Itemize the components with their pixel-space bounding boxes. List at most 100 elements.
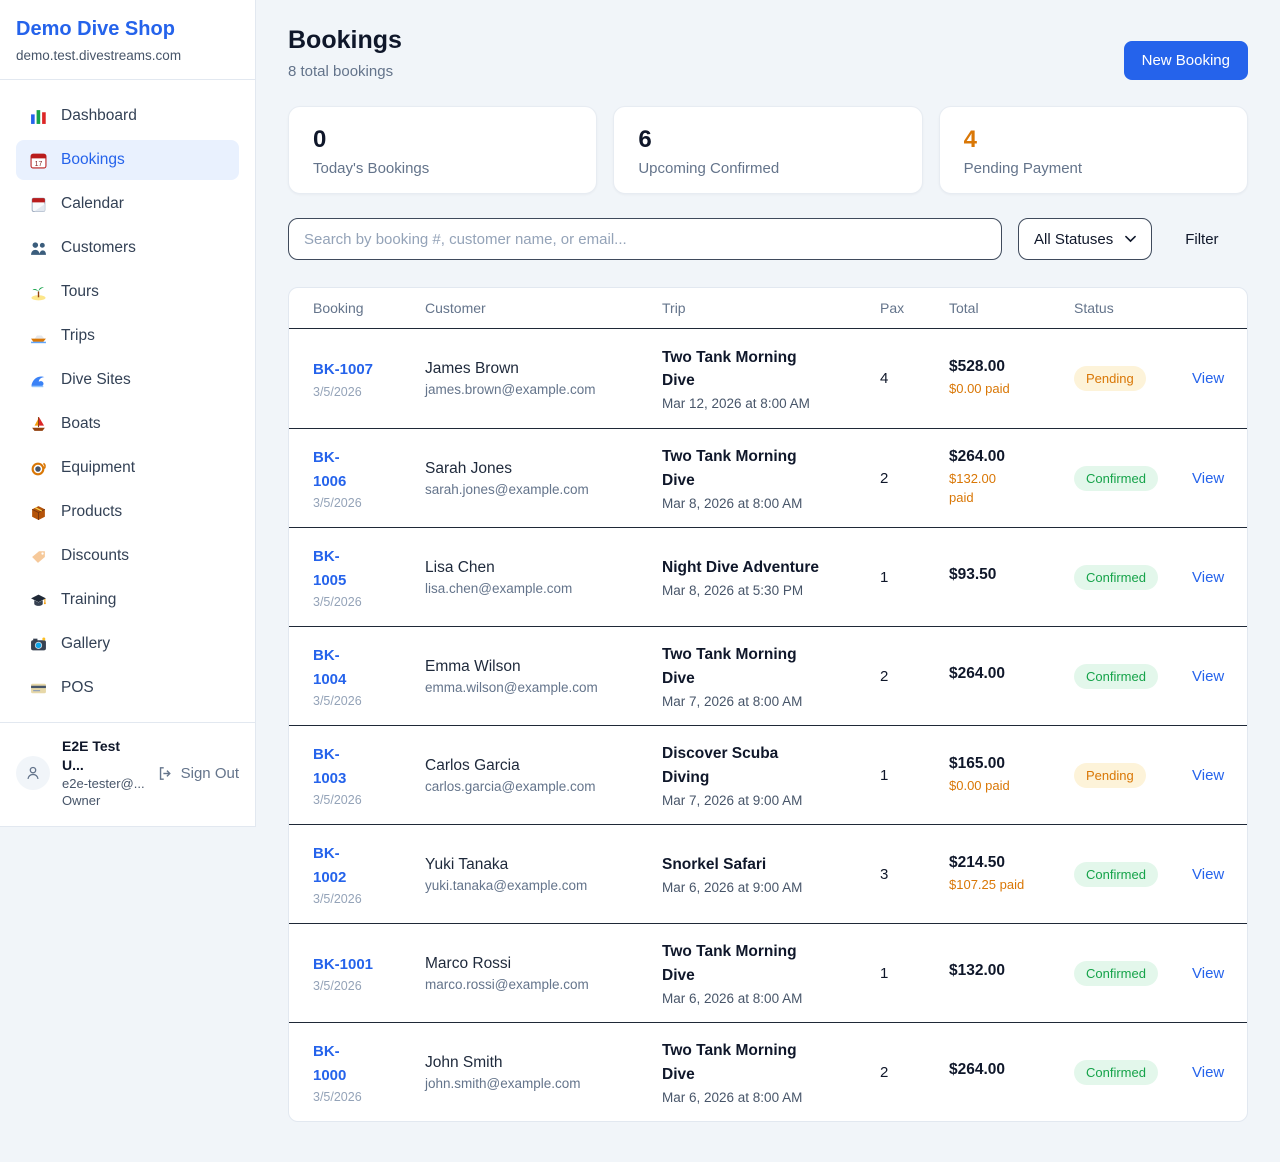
pax-value: 2 xyxy=(880,469,889,487)
filter-button[interactable]: Filter xyxy=(1185,230,1219,248)
trip-name: Two Tank Morning Dive xyxy=(662,348,797,389)
trip-datetime: Mar 6, 2026 at 8:00 AM xyxy=(662,1089,803,1105)
stat-label: Upcoming Confirmed xyxy=(638,160,780,177)
sidebar-item-products[interactable]: Products xyxy=(16,492,239,532)
total-amount: $93.50 xyxy=(949,566,997,583)
customer-name: Yuki Tanaka xyxy=(425,855,509,873)
search-input[interactable] xyxy=(288,218,1002,260)
user-info: E2E Test U... e2e-tester@... Owner xyxy=(62,737,145,810)
sidebar-item-tours[interactable]: Tours xyxy=(16,272,239,312)
sidebar-item-dashboard[interactable]: Dashboard xyxy=(16,96,239,136)
total-amount: $132.00 xyxy=(949,962,1006,979)
main-content: Bookings 8 total bookings New Booking 0 … xyxy=(256,0,1280,1154)
shop-name: Demo Dive Shop xyxy=(16,18,175,40)
sidebar-item-equipment[interactable]: Equipment xyxy=(16,448,239,488)
total-amount: $214.50 xyxy=(949,853,1006,871)
sign-out-button[interactable]: Sign Out xyxy=(157,765,239,782)
total-amount: $165.00 xyxy=(949,754,1006,772)
booking-date: 3/5/2026 xyxy=(313,891,362,906)
booking-link[interactable]: BK-1000 xyxy=(313,1043,347,1084)
pax-value: 1 xyxy=(880,568,889,586)
stat-card-todays-bookings: 0 Today's Bookings xyxy=(288,106,598,194)
sidebar-item-customers[interactable]: Customers xyxy=(16,228,239,268)
stats-row: 0 Today's Bookings 6 Upcoming Confirmed … xyxy=(288,106,1248,194)
trip-datetime: Mar 8, 2026 at 8:00 AM xyxy=(662,495,803,511)
wave-icon xyxy=(29,371,47,389)
sidebar-item-discounts[interactable]: Discounts xyxy=(16,536,239,576)
sidebar-item-training[interactable]: Training xyxy=(16,580,239,620)
column-header-total: Total xyxy=(949,300,979,316)
camera-icon xyxy=(29,635,47,653)
customer-email: lisa.chen@example.com xyxy=(425,580,573,596)
sidebar-item-label: Products xyxy=(61,503,123,520)
pax-value: 3 xyxy=(880,865,889,883)
view-link[interactable]: View xyxy=(1192,865,1225,883)
booking-date: 3/5/2026 xyxy=(313,979,362,994)
booking-link[interactable]: BK-1005 xyxy=(313,548,347,589)
pax-value: 2 xyxy=(880,667,889,685)
view-link[interactable]: View xyxy=(1192,469,1225,487)
sidebar-item-label: Dive Sites xyxy=(61,371,131,388)
column-header-status: Status xyxy=(1074,300,1114,316)
customer-name: Emma Wilson xyxy=(425,657,521,675)
sidebar-item-dive-sites[interactable]: Dive Sites xyxy=(16,360,239,400)
status-badge: Confirmed xyxy=(1074,465,1158,491)
sidebar-item-pos[interactable]: POS xyxy=(16,668,239,708)
booking-link[interactable]: BK-1007 xyxy=(313,361,374,379)
booking-link[interactable]: BK-1002 xyxy=(313,845,347,886)
pax-value: 2 xyxy=(880,1063,889,1081)
sidebar-item-label: Trips xyxy=(61,327,95,344)
view-link[interactable]: View xyxy=(1192,766,1225,784)
table-row: BK-1002 3/5/2026 Yuki Tanaka yuki.tanaka… xyxy=(289,824,1247,923)
customer-name: Lisa Chen xyxy=(425,558,495,576)
pax-value: 1 xyxy=(880,766,889,784)
person-icon xyxy=(27,767,39,780)
stat-value: 4 xyxy=(963,126,978,153)
sign-out-label: Sign Out xyxy=(180,764,239,782)
booking-date: 3/5/2026 xyxy=(313,384,362,399)
trip-datetime: Mar 12, 2026 at 8:00 AM xyxy=(662,396,810,412)
column-header-customer: Customer xyxy=(425,300,486,316)
stat-value: 6 xyxy=(638,126,652,153)
status-badge: Confirmed xyxy=(1074,861,1158,887)
page-title: Bookings xyxy=(288,26,402,54)
table-row: BK-1004 3/5/2026 Emma Wilson emma.wilson… xyxy=(289,626,1247,725)
customer-name: Marco Rossi xyxy=(425,954,512,972)
graduation-cap-icon xyxy=(29,591,47,609)
new-booking-button[interactable]: New Booking xyxy=(1123,41,1248,80)
booking-date: 3/5/2026 xyxy=(313,792,362,807)
booking-link[interactable]: BK-1001 xyxy=(313,955,374,973)
sidebar-item-gallery[interactable]: Gallery xyxy=(16,624,239,664)
sidebar-item-label: Discounts xyxy=(61,547,130,564)
view-link[interactable]: View xyxy=(1192,964,1225,982)
column-header-pax: Pax xyxy=(880,300,905,316)
view-link[interactable]: View xyxy=(1192,1063,1225,1081)
sidebar-item-calendar[interactable]: Calendar xyxy=(16,184,239,224)
speedboat-icon xyxy=(29,327,47,345)
view-link[interactable]: View xyxy=(1192,370,1225,387)
paid-amount: $107.25 paid xyxy=(949,876,1025,892)
user-role: Owner xyxy=(62,793,101,809)
customer-email: james.brown@example.com xyxy=(425,382,596,397)
sidebar-item-trips[interactable]: Trips xyxy=(16,316,239,356)
sidebar-item-boats[interactable]: Boats xyxy=(16,404,239,444)
status-badge: Confirmed xyxy=(1074,663,1158,689)
booking-link[interactable]: BK-1006 xyxy=(313,449,347,490)
trip-datetime: Mar 8, 2026 at 5:30 PM xyxy=(662,583,804,599)
stat-value: 0 xyxy=(313,126,327,153)
view-link[interactable]: View xyxy=(1192,667,1225,685)
sidebar-item-label: Bookings xyxy=(61,151,125,168)
status-filter-select[interactable]: All Statuses xyxy=(1018,218,1153,260)
trip-name: Two Tank Morning Dive xyxy=(662,1042,797,1083)
people-icon xyxy=(29,239,47,257)
table-row: BK-1006 3/5/2026 Sarah Jones sarah.jones… xyxy=(289,428,1247,527)
sidebar-item-bookings[interactable]: 17 Bookings xyxy=(16,140,239,180)
view-link[interactable]: View xyxy=(1192,568,1225,586)
booking-link[interactable]: BK-1003 xyxy=(313,746,347,787)
booking-link[interactable]: BK-1004 xyxy=(313,647,347,688)
sidebar-item-label: POS xyxy=(61,679,94,696)
paid-amount: $0.00 paid xyxy=(949,381,1010,397)
stat-card-pending-payment: 4 Pending Payment xyxy=(938,106,1248,194)
paid-amount: $132.00 paid xyxy=(949,471,996,505)
customer-email: yuki.tanaka@example.com xyxy=(425,877,588,893)
